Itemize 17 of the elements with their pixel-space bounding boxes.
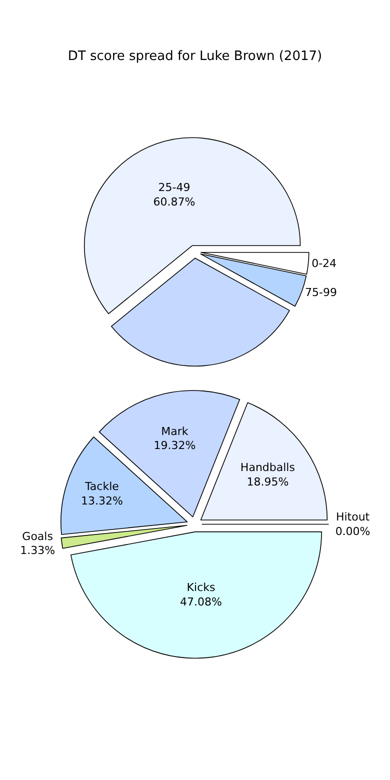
data-label: 60.87%	[153, 195, 196, 208]
slice-label: Mark	[161, 424, 189, 438]
data-label: 13.32%	[80, 494, 123, 508]
slice-label: Kicks	[186, 581, 216, 594]
data-label: 18.95%	[246, 475, 289, 488]
data-label: 47.08%	[180, 596, 222, 609]
data-label: 1.33%	[20, 544, 56, 558]
slice-label: Tackle	[84, 480, 120, 494]
data-label: 19.32%	[154, 439, 196, 452]
slice-label: 75-99	[305, 286, 337, 299]
chart-title: DT score spread for Luke Brown (2017)	[68, 48, 322, 64]
slice-label: 25-49	[158, 181, 190, 194]
category-label: Hitout	[336, 510, 370, 524]
slice-label: 0-24	[312, 256, 337, 270]
slice-label: Handballs	[240, 460, 296, 474]
text: 0.00%	[335, 524, 370, 538]
slice-label: Goals	[22, 530, 54, 543]
